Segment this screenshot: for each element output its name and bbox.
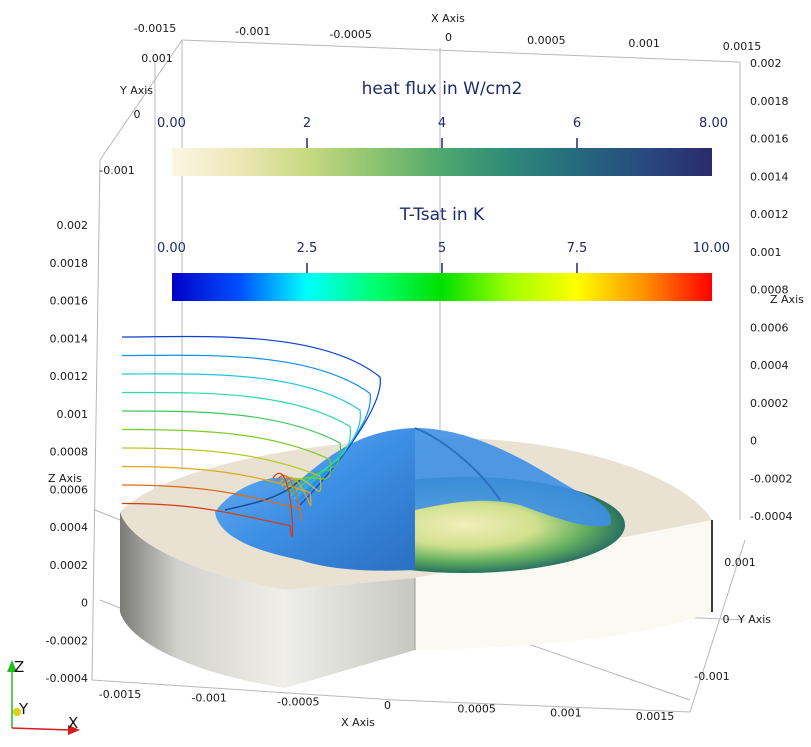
- bottom-y-tick: 0.001: [724, 556, 756, 569]
- right-z-tick: 0.002: [750, 57, 782, 70]
- colorbar-heat-flux: heat flux in W/cm2 0.00 8.00 2 4 6: [157, 79, 728, 176]
- right-z-tick: 0.0002: [750, 397, 789, 410]
- left-z-tick: -0.0004: [46, 672, 88, 685]
- left-z-tick: 0.002: [57, 219, 89, 232]
- top-x-tick: -0.0015: [134, 22, 176, 35]
- left-z-tick: 0.0004: [50, 521, 89, 534]
- top-x-tick: 0: [445, 31, 452, 44]
- bottom-y-tick: -0.001: [694, 670, 729, 683]
- bubble-right-half: [415, 428, 611, 527]
- bottom-y-axis-title: Y Axis: [737, 613, 771, 626]
- colorbar-tick-label: 7.5: [567, 241, 588, 256]
- left-z-tick: 0.0008: [50, 446, 89, 459]
- top-x-tick: 0.0005: [527, 34, 566, 47]
- colorbar-temperature-title: T-Tsat in K: [399, 205, 485, 225]
- left-z-tick: 0.001: [57, 408, 89, 421]
- bottom-x-tick: -0.001: [191, 692, 226, 705]
- top-x-tick: -0.001: [235, 25, 270, 38]
- bottom-x-tick: -0.0015: [99, 688, 141, 701]
- colorbar-heat-flux-ramp: [172, 148, 712, 176]
- right-z-tick: 0.0012: [750, 208, 789, 221]
- plate-cut-right: [415, 520, 712, 650]
- orientation-axes[interactable]: Z Y X: [7, 658, 80, 735]
- top-x-axis-title: X Axis: [431, 12, 465, 25]
- colorbar-heat-flux-min: 0.00: [157, 116, 186, 131]
- colorbar-tick-label: 2: [303, 116, 311, 131]
- left-z-tick: 0.0006: [50, 483, 89, 496]
- axis-labels: X Axis Y Axis Z Axis Z Axis X Axis Y Axi…: [46, 12, 805, 729]
- right-z-tick: -0.0004: [750, 510, 792, 523]
- top-x-tick: -0.0005: [329, 28, 371, 41]
- colorbar-tick-label: 6: [573, 116, 581, 131]
- orientation-z-label: Z: [14, 658, 24, 676]
- colorbar-temperature-ramp: [172, 273, 712, 301]
- plate-cut-front: [285, 578, 415, 688]
- right-z-tick: 0.0014: [750, 170, 789, 183]
- colorbar-temperature-max: 10.00: [693, 241, 730, 256]
- right-z-tick: 0.0018: [750, 95, 789, 108]
- left-z-tick: 0.0016: [50, 295, 89, 308]
- top-y-axis-title: Y Axis: [119, 84, 153, 97]
- contour-line: [121, 354, 371, 503]
- left-z-tick: -0.0002: [46, 634, 88, 647]
- colorbar-temperature: T-Tsat in K 0.00 10.00 2.5 5 7.5: [157, 205, 730, 301]
- top-y-tick: 0: [134, 108, 141, 121]
- colorbar-tick-label: 5: [438, 241, 446, 256]
- contour-line: [121, 428, 332, 491]
- colorbar-heat-flux-max: 8.00: [699, 116, 728, 131]
- left-z-tick: 0.0018: [50, 257, 89, 270]
- right-z-tick: -0.0002: [750, 472, 792, 485]
- colorbar-temperature-min: 0.00: [157, 241, 186, 256]
- contour-line: [121, 472, 294, 537]
- left-z-tick: 0.0002: [50, 559, 89, 572]
- right-z-tick: 0.0016: [750, 133, 789, 146]
- right-z-tick: 0.0008: [750, 284, 789, 297]
- top-x-tick: 0.0015: [723, 40, 762, 53]
- contour-line: [121, 465, 312, 507]
- right-z-tick: 0.0004: [750, 359, 789, 372]
- bottom-x-tick: 0.001: [550, 706, 582, 719]
- temperature-contours: [121, 335, 381, 537]
- left-z-tick: 0: [81, 597, 88, 610]
- contour-line: [121, 391, 351, 497]
- bottom-x-tick: -0.0005: [277, 695, 319, 708]
- bubble-left-half: [215, 428, 415, 571]
- left-z-tick: 0.0014: [50, 332, 89, 345]
- bottom-y-tick: 0: [723, 613, 730, 626]
- bottom-x-tick: 0.0005: [457, 703, 496, 716]
- orientation-y-label: Y: [18, 700, 29, 718]
- right-z-axis-title: Z Axis: [770, 293, 804, 306]
- bottom-x-tick: 0.0015: [636, 710, 675, 723]
- contour-line: [121, 474, 303, 522]
- contour-line: [121, 447, 322, 492]
- vapour-bubble: [215, 427, 611, 571]
- right-z-tick: 0: [750, 435, 757, 448]
- colorbar-tick-label: 4: [438, 116, 446, 131]
- colorbar-heat-flux-title: heat flux in W/cm2: [362, 79, 523, 99]
- right-z-tick: 0.0006: [750, 321, 789, 334]
- plate-side-left: [120, 512, 285, 688]
- top-x-tick: 0.001: [628, 37, 660, 50]
- bottom-x-axis-title: X Axis: [341, 716, 375, 729]
- orientation-x-label: X: [68, 714, 78, 732]
- contour-line: [121, 410, 342, 494]
- top-y-tick: -0.001: [99, 164, 134, 177]
- top-y-tick: 0.001: [141, 52, 173, 65]
- left-z-axis-title: Z Axis: [48, 472, 82, 485]
- bottom-x-tick: 0: [384, 699, 391, 712]
- right-z-tick: 0.001: [750, 246, 782, 259]
- left-z-tick: 0.0012: [50, 370, 89, 383]
- colorbar-tick-label: 2.5: [297, 241, 318, 256]
